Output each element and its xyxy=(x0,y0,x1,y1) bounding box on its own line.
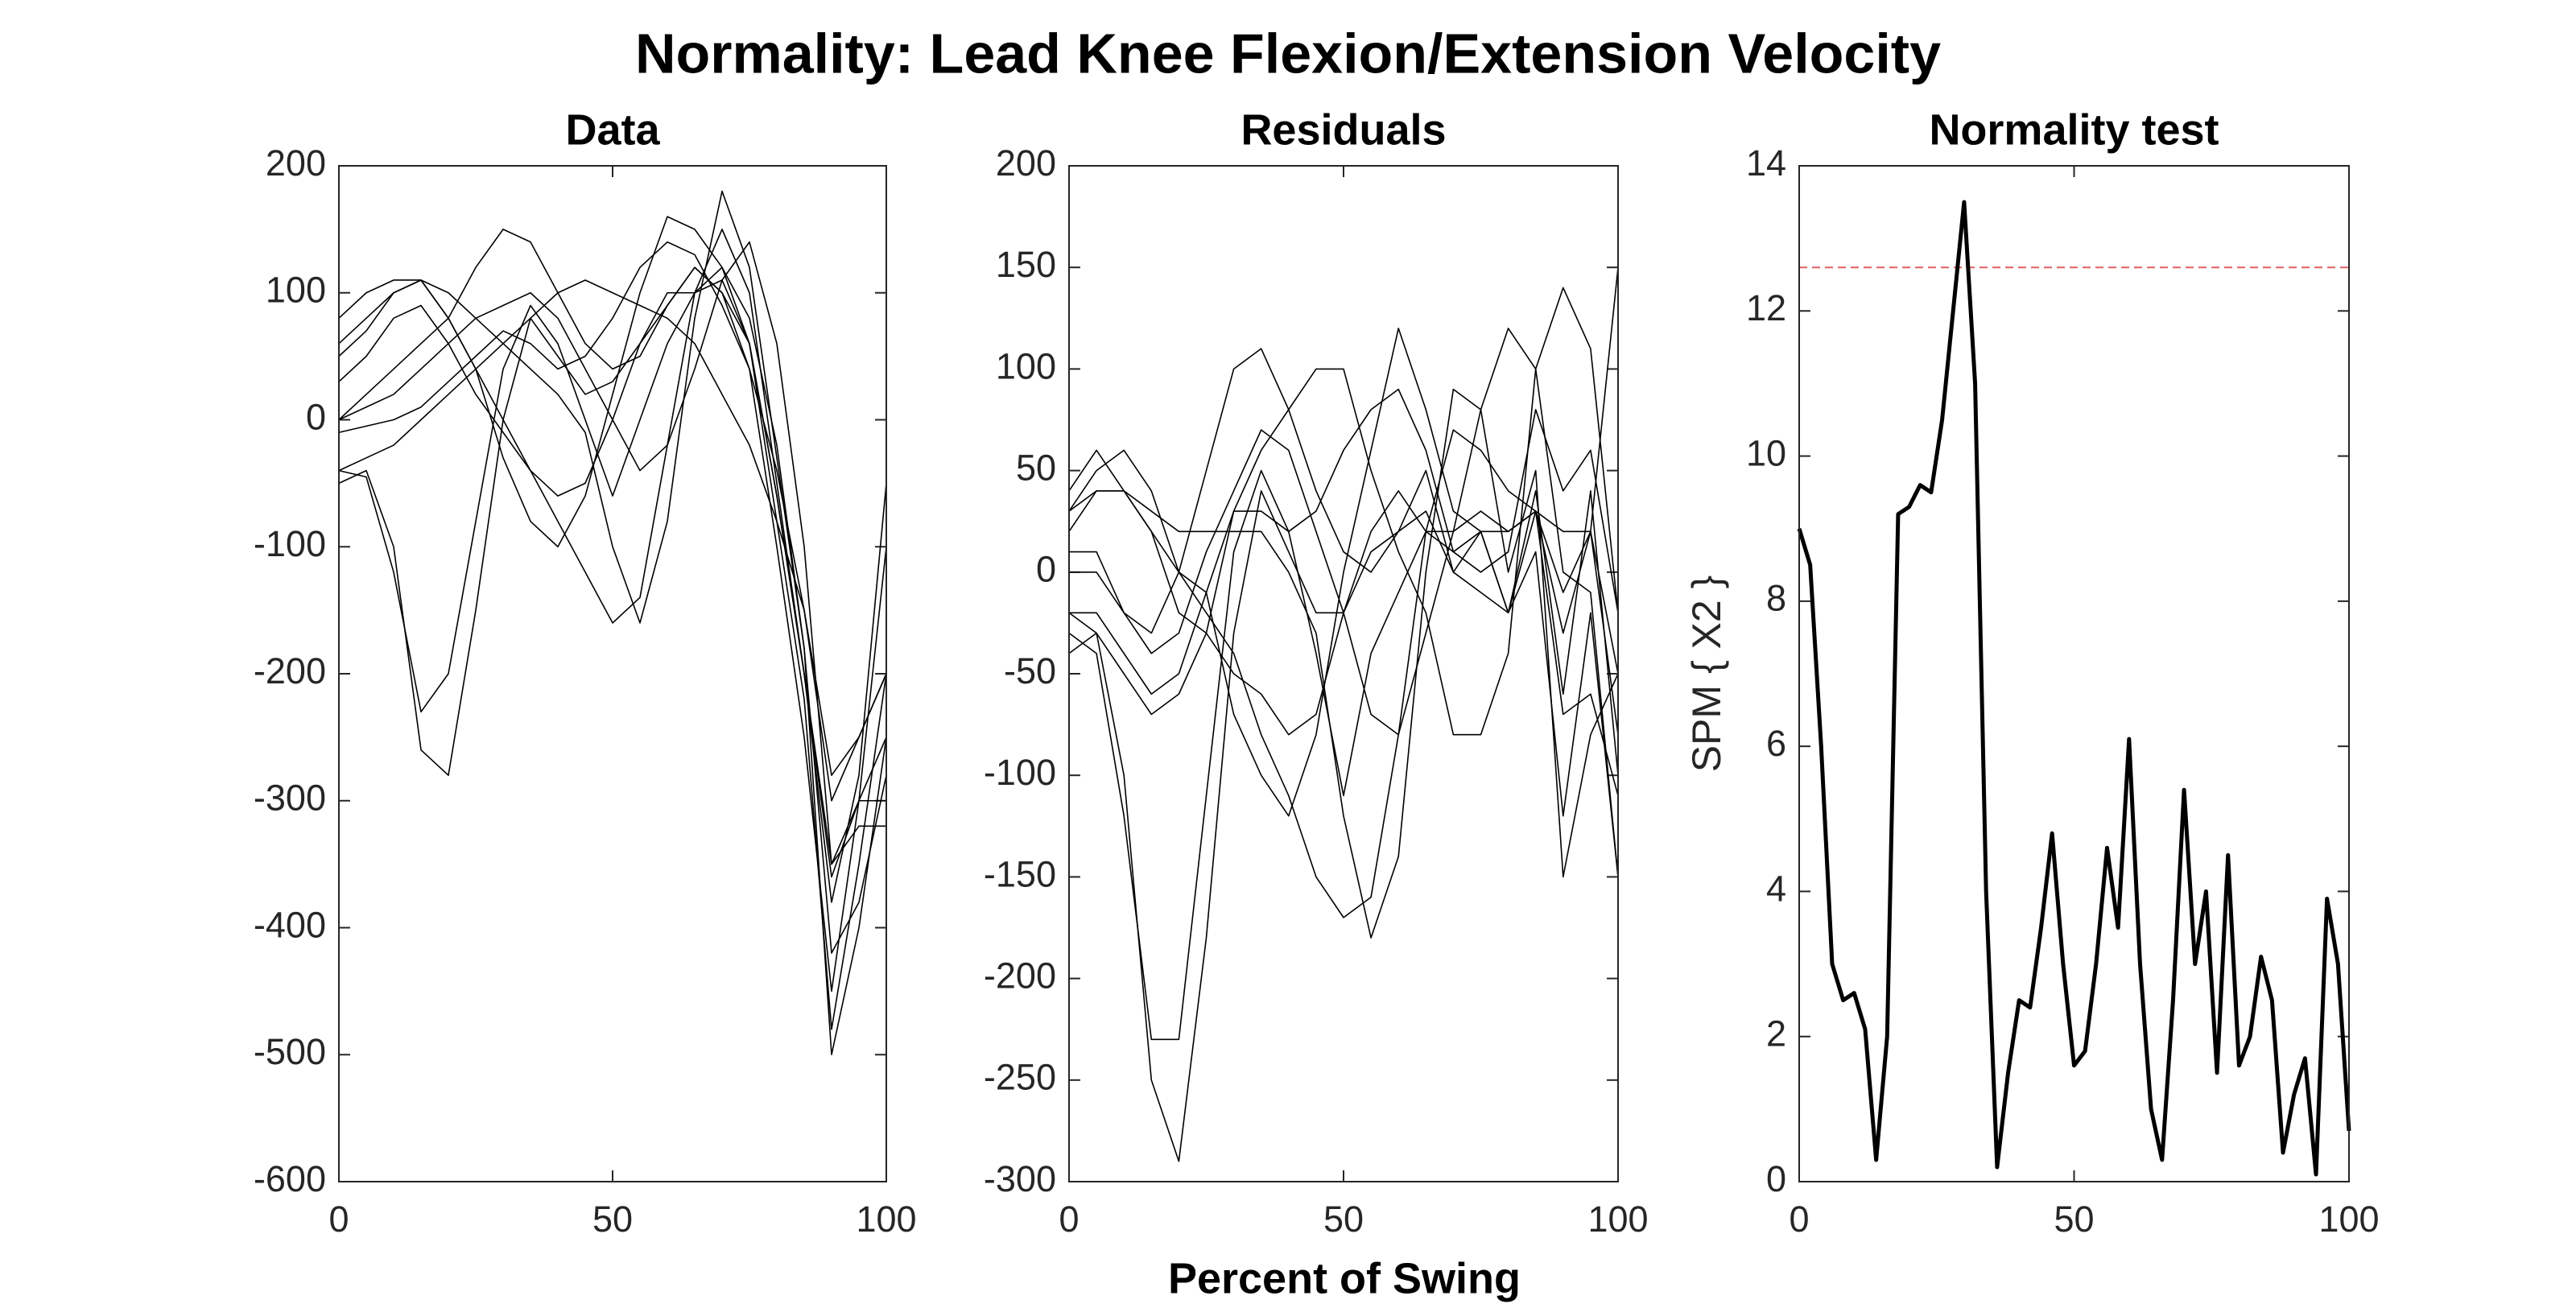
x-tick-label: 100 xyxy=(856,1199,916,1240)
series-line xyxy=(338,241,887,802)
y-tick-label: -600 xyxy=(254,1158,326,1199)
subplot-title: Data xyxy=(565,105,660,154)
y-tick-label: -300 xyxy=(254,778,326,819)
x-tick-label: 100 xyxy=(2318,1199,2379,1240)
y-tick-label: 8 xyxy=(1766,578,1786,619)
y-tick-label: -400 xyxy=(254,904,326,945)
y-tick-label: 100 xyxy=(266,270,326,311)
series-line xyxy=(338,241,886,865)
series-line xyxy=(1069,388,1619,695)
series-line xyxy=(1068,287,1619,736)
y-tick-label: 12 xyxy=(1746,287,1786,328)
subplot-title: Residuals xyxy=(1241,105,1446,154)
y-tick-label: 0 xyxy=(306,396,326,437)
y-tick-label: 50 xyxy=(1016,447,1056,488)
y-tick-label: -100 xyxy=(254,523,326,564)
x-tick-label: 100 xyxy=(1587,1199,1648,1240)
series-line xyxy=(1069,348,1619,735)
y-tick-label: -200 xyxy=(254,650,326,691)
y-tick-label: 200 xyxy=(266,142,326,184)
x-tick-label: 50 xyxy=(2054,1199,2094,1240)
figure-title: Normality: Lead Knee Flexion/Extension V… xyxy=(635,22,1941,85)
y-tick-label: 0 xyxy=(1036,549,1056,590)
y-tick-label: -150 xyxy=(984,853,1056,894)
y-tick-label: -250 xyxy=(984,1057,1056,1098)
y-tick-label: 100 xyxy=(996,345,1056,386)
axes-box xyxy=(1068,165,1619,1182)
y-tick-label: 200 xyxy=(996,142,1056,184)
y-axis-label: SPM { X2 } xyxy=(1684,576,1729,773)
series-line xyxy=(1797,200,2351,1177)
series-line xyxy=(338,279,887,1030)
x-tick-label: 0 xyxy=(1059,1199,1079,1240)
x-tick-label: 50 xyxy=(1323,1199,1364,1240)
x-tick-label: 0 xyxy=(1789,1199,1809,1240)
series-line xyxy=(1068,469,1619,1041)
series-line xyxy=(338,266,887,992)
y-tick-label: 10 xyxy=(1746,432,1786,473)
y-tick-label: 150 xyxy=(996,244,1056,285)
subplot-title: Normality test xyxy=(1929,105,2219,154)
series-line xyxy=(338,216,887,903)
y-tick-label: -500 xyxy=(254,1031,326,1072)
y-tick-label: 2 xyxy=(1766,1013,1786,1054)
series-line xyxy=(338,279,887,777)
y-tick-label: 14 xyxy=(1746,142,1786,184)
series-line xyxy=(1069,328,1619,877)
y-tick-label: 4 xyxy=(1766,868,1786,909)
series-line xyxy=(1068,267,1619,817)
x-tick-label: 50 xyxy=(592,1199,633,1240)
y-tick-label: 0 xyxy=(1766,1158,1786,1199)
y-tick-label: -200 xyxy=(984,955,1056,996)
y-tick-label: -300 xyxy=(984,1158,1056,1199)
y-tick-label: -50 xyxy=(1004,650,1056,691)
x-axis-label: Percent of Swing xyxy=(1168,1254,1521,1302)
x-tick-label: 0 xyxy=(328,1199,349,1240)
y-tick-label: -100 xyxy=(984,752,1056,793)
axes-box xyxy=(1798,165,2350,1182)
y-tick-label: 6 xyxy=(1766,723,1786,764)
axes-box xyxy=(338,165,887,1182)
